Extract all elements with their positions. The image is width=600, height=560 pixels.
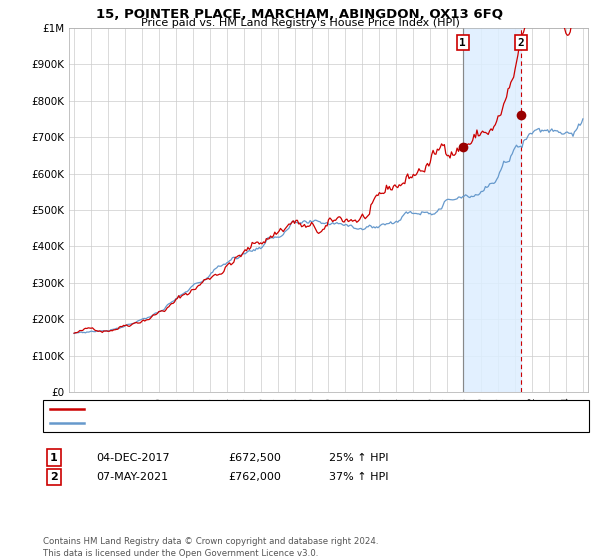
Text: 37% ↑ HPI: 37% ↑ HPI xyxy=(329,472,388,482)
Text: Contains HM Land Registry data © Crown copyright and database right 2024.
This d: Contains HM Land Registry data © Crown c… xyxy=(43,537,379,558)
Text: 15, POINTER PLACE, MARCHAM, ABINGDON, OX13 6FQ (detached house): 15, POINTER PLACE, MARCHAM, ABINGDON, OX… xyxy=(90,404,446,414)
Text: 1: 1 xyxy=(50,452,58,463)
Text: 15, POINTER PLACE, MARCHAM, ABINGDON, OX13 6FQ: 15, POINTER PLACE, MARCHAM, ABINGDON, OX… xyxy=(97,8,503,21)
Text: 04-DEC-2017: 04-DEC-2017 xyxy=(96,452,170,463)
Text: 25% ↑ HPI: 25% ↑ HPI xyxy=(329,452,388,463)
Text: 07-MAY-2021: 07-MAY-2021 xyxy=(96,472,168,482)
Text: Price paid vs. HM Land Registry's House Price Index (HPI): Price paid vs. HM Land Registry's House … xyxy=(140,18,460,29)
Text: £762,000: £762,000 xyxy=(228,472,281,482)
Text: 2: 2 xyxy=(50,472,58,482)
Text: £672,500: £672,500 xyxy=(228,452,281,463)
Text: 2: 2 xyxy=(518,38,524,48)
Text: HPI: Average price, detached house, Vale of White Horse: HPI: Average price, detached house, Vale… xyxy=(90,418,367,428)
Bar xyxy=(463,28,521,392)
Text: 1: 1 xyxy=(460,38,466,48)
